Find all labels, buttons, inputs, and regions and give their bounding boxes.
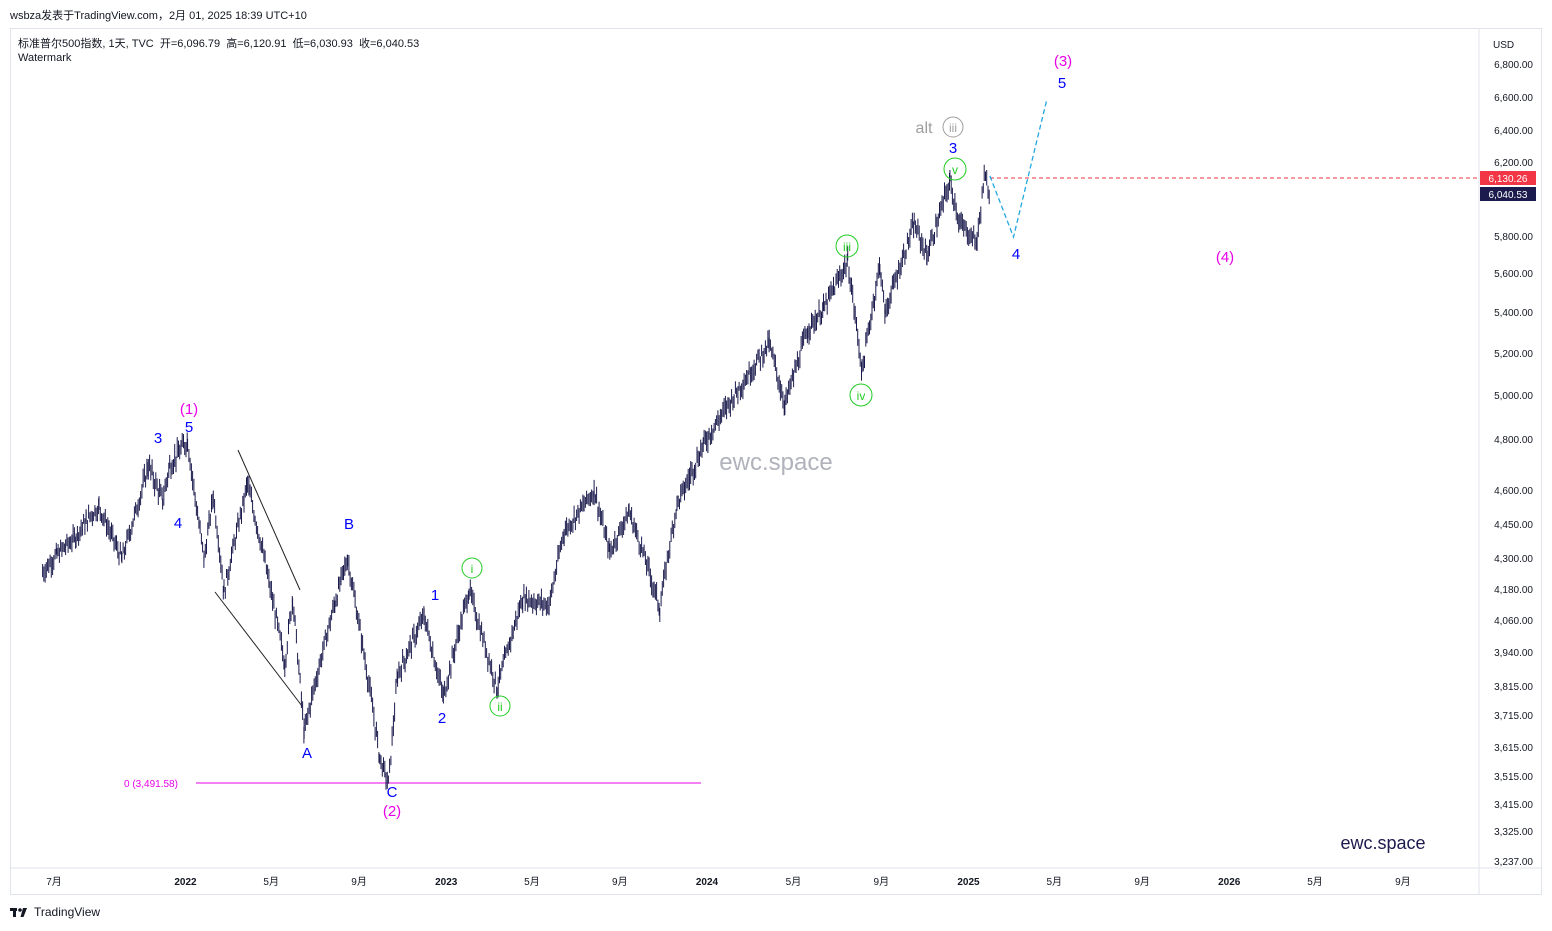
close-value: 收=6,040.53 — [358, 38, 420, 50]
symbol-info-line: 标准普尔500指数, 1天, TVC 开=6,096.79 高=6,120.91… — [18, 38, 420, 50]
tradingview-logo-icon — [10, 908, 27, 917]
interval[interactable]: 1天 — [108, 38, 126, 50]
open-value: 开=6,096.79 — [159, 38, 221, 50]
chart-frame — [10, 28, 1542, 895]
footer: TradingView — [10, 905, 100, 919]
low-value: 低=6,030.93 — [292, 38, 353, 50]
watermark-label: Watermark — [18, 52, 72, 64]
symbol-name[interactable]: 标准普尔500指数 — [18, 38, 103, 50]
publisher-line: wsbza发表于TradingView.com，2月 01, 2025 18:3… — [10, 10, 307, 22]
data-source: TVC — [131, 38, 154, 50]
high-value: 高=6,120.91 — [226, 38, 287, 50]
footer-brand[interactable]: TradingView — [34, 905, 101, 919]
